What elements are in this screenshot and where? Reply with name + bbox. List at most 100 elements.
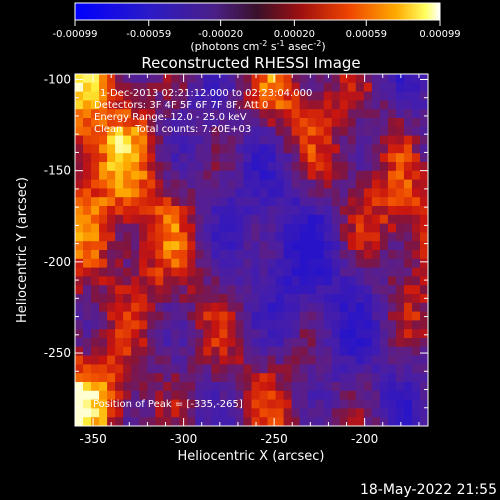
heatmap-cell (363, 179, 373, 189)
heatmap-cell (187, 417, 196, 426)
heatmap-cell (371, 294, 381, 304)
heatmap-cell (219, 214, 229, 225)
heatmap-cell (355, 188, 365, 198)
heatmap-cell (419, 258, 428, 269)
heatmap-cell (419, 223, 428, 233)
heatmap-cell (315, 91, 325, 101)
heatmap-cell (219, 91, 229, 101)
heatmap-cell (371, 329, 381, 339)
heatmap-cell (379, 294, 389, 304)
heatmap-cell (339, 258, 349, 269)
heatmap-cell (235, 302, 245, 313)
heatmap-cell (387, 126, 397, 137)
heatmap-cell (387, 232, 397, 242)
heatmap-cell (347, 311, 357, 321)
heatmap-cell (323, 346, 333, 357)
heatmap-cell (323, 197, 333, 207)
heatmap-cell (91, 373, 100, 383)
heatmap-cell (363, 329, 373, 339)
heatmap-cell (355, 197, 365, 207)
heatmap-cell (371, 206, 381, 216)
heatmap-cell (163, 399, 172, 409)
heatmap-cell (323, 399, 333, 409)
heatmap-cell (147, 82, 156, 93)
heatmap-cell (275, 302, 285, 313)
heatmap-cell (323, 109, 333, 119)
heatmap-cell (291, 109, 301, 119)
heatmap-cell (363, 399, 373, 409)
heatmap-cell (323, 258, 333, 269)
heatmap-cell (187, 188, 196, 198)
heatmap-cell (307, 214, 317, 225)
heatmap-cell (331, 135, 341, 145)
heatmap-cell (379, 390, 389, 401)
heatmap-cell (99, 408, 108, 418)
heatmap-cell (235, 206, 245, 216)
heatmap-cell (379, 382, 389, 392)
heatmap-cell (411, 294, 421, 304)
heatmap-cell (107, 346, 116, 357)
heatmap-cell (83, 162, 92, 172)
heatmap-cell (259, 82, 269, 93)
heatmap-cell (347, 346, 357, 357)
heatmap-cell (115, 408, 124, 418)
heatmap-cell (299, 91, 309, 101)
heatmap-cell (107, 373, 116, 383)
heatmap-cell (331, 223, 341, 233)
heatmap-cell (243, 144, 253, 154)
heatmap-cell (315, 82, 325, 93)
heatmap-cell (211, 355, 221, 365)
heatmap-cell (267, 232, 277, 242)
heatmap-cell (83, 250, 92, 260)
heatmap-cell (131, 241, 140, 251)
heatmap-cell (139, 162, 148, 172)
heatmap-cell (283, 250, 293, 260)
heatmap-cell (203, 417, 212, 426)
heatmap-cell (99, 170, 108, 181)
heatmap-cell (379, 126, 389, 137)
heatmap-cell (163, 285, 172, 295)
heatmap-cell (299, 390, 309, 401)
heatmap-cell (371, 223, 381, 233)
heatmap-cell (139, 355, 148, 365)
heatmap-cell (363, 197, 373, 207)
heatmap-cell (211, 311, 221, 321)
detectors-text: Detectors: 3F 4F 5F 6F 7F 8F, Att 0 (94, 100, 268, 111)
heatmap-cell (251, 223, 261, 233)
heatmap-cell (123, 311, 132, 321)
heatmap-cell (171, 258, 180, 269)
heatmap-cell (307, 355, 317, 365)
heatmap-cell (291, 126, 301, 137)
x-tick-label: -350 (79, 432, 106, 446)
heatmap-cell (171, 250, 180, 260)
heatmap-cell (171, 302, 180, 313)
heatmap-cell (259, 162, 269, 172)
heatmap-cell (299, 276, 309, 286)
heatmap-cell (339, 74, 349, 84)
heatmap-cell (163, 302, 172, 313)
heatmap-cell (307, 250, 317, 260)
heatmap-cell (267, 135, 277, 145)
heatmap-cell (115, 206, 124, 216)
heatmap-cell (147, 162, 156, 172)
heatmap-cell (75, 82, 84, 93)
heatmap-cell (83, 258, 92, 269)
heatmap-cell (283, 206, 293, 216)
heatmap-cell (267, 214, 277, 225)
heatmap-cell (267, 91, 277, 101)
heatmap-cell (387, 320, 397, 330)
heatmap-cell (147, 188, 156, 198)
heatmap-cell (179, 118, 188, 128)
heatmap-cell (123, 74, 132, 84)
heatmap-cell (379, 197, 389, 207)
heatmap-cell (395, 382, 405, 392)
heatmap-cell (363, 382, 373, 392)
heatmap-cell (131, 135, 140, 145)
heatmap-cell (155, 364, 164, 374)
heatmap-cell (123, 100, 132, 110)
heatmap-cell (411, 276, 421, 286)
heatmap-cell (115, 373, 124, 383)
heatmap-cell (83, 373, 92, 383)
heatmap-cell (315, 302, 325, 313)
heatmap-cell (323, 170, 333, 181)
